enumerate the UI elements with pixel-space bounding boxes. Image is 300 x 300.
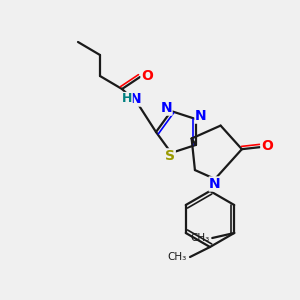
Text: N: N	[160, 101, 172, 115]
Text: H: H	[122, 92, 132, 106]
Text: O: O	[141, 69, 153, 83]
Text: S: S	[165, 149, 175, 163]
Text: N: N	[130, 92, 142, 106]
Text: N: N	[209, 177, 221, 191]
Text: O: O	[261, 139, 273, 153]
Text: CH₃: CH₃	[190, 233, 209, 243]
Text: CH₃: CH₃	[168, 252, 187, 262]
Text: N: N	[195, 109, 207, 123]
